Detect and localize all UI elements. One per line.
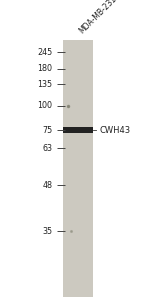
Text: 245: 245 [37, 47, 52, 57]
Text: 135: 135 [37, 80, 52, 89]
Text: MDA-MB-231: MDA-MB-231 [77, 0, 118, 35]
Text: 100: 100 [38, 101, 52, 110]
Text: 63: 63 [42, 144, 52, 153]
Bar [63, 40, 93, 297]
Text: 48: 48 [42, 181, 52, 190]
Bar [63, 127, 93, 133]
Text: 75: 75 [42, 125, 52, 135]
Text: 35: 35 [42, 226, 52, 236]
Text: CWH43: CWH43 [99, 125, 130, 135]
Text: 180: 180 [38, 64, 52, 73]
